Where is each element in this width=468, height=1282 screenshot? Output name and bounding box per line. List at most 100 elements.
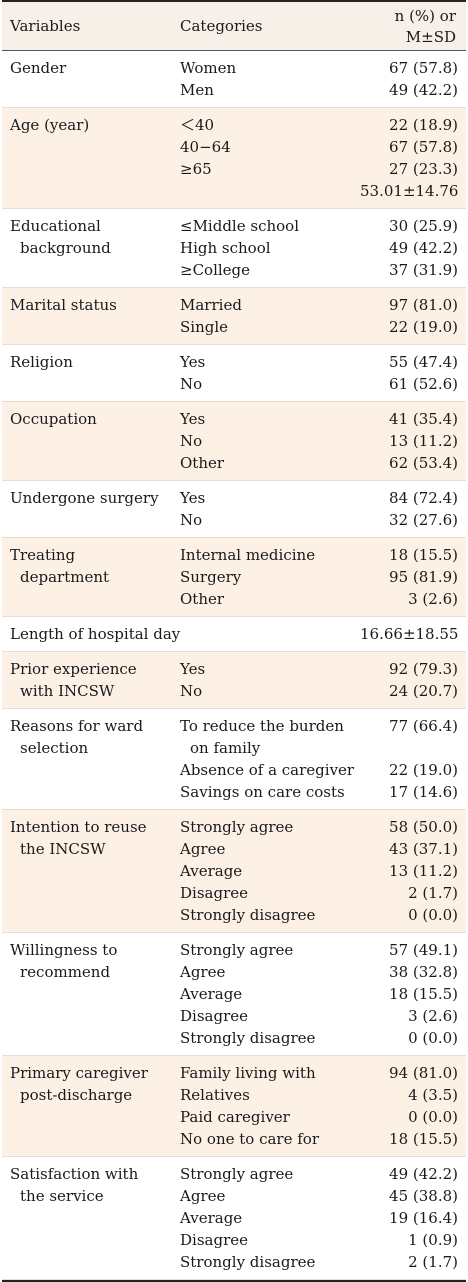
variable-label: selection xyxy=(20,739,89,757)
table-row: Primary caregiver post-discharge Family li… xyxy=(2,1056,466,1157)
category-label: To reduce the burden xyxy=(180,717,344,735)
table-header: Variables Categories n (%) or M±SD xyxy=(2,2,466,51)
table-row: Length of hospital day 16.66±18.55 xyxy=(2,617,466,652)
table-row: Religion Yes No 55 (47.4) 61 (52.6) xyxy=(2,345,466,402)
header-stat-line1: n (%) or xyxy=(394,7,456,25)
category-label: ≤Middle school xyxy=(180,217,299,235)
category-label: Disagree xyxy=(180,1231,248,1249)
variable-label: Marital status xyxy=(10,296,117,314)
category-label: Average xyxy=(180,1209,243,1227)
value-label: 3 (2.6) xyxy=(408,590,458,608)
category-label: Women xyxy=(180,59,237,77)
value-label: 30 (25.9) xyxy=(389,217,458,235)
category-label: Strongly agree xyxy=(180,1165,294,1183)
category-label: High school xyxy=(180,239,271,257)
value-label: 38 (32.8) xyxy=(389,963,458,981)
value-cell: 16.66±18.55 xyxy=(360,623,466,645)
category-cell: Family living with Relatives Paid caregive… xyxy=(170,1062,360,1150)
category-label: Relatives xyxy=(180,1086,250,1104)
category-label: Strongly disagree xyxy=(180,1029,316,1047)
variable-label: background xyxy=(20,239,111,257)
value-cell: 18 (15.5) 95 (81.9) 3 (2.6) xyxy=(360,544,466,610)
category-label: Agree xyxy=(180,1187,226,1205)
value-cell: 58 (50.0) 43 (37.1) 13 (11.2) 2 (1.7) 0 (0.0… xyxy=(360,816,466,926)
variable-cell: Undergone surgery xyxy=(2,487,170,531)
table-body: Gender Women Men 67 (57.8) 49 (42.2) Age (yea… xyxy=(2,51,466,1280)
category-label: Men xyxy=(180,81,214,99)
variable-label: Reasons for ward xyxy=(10,717,144,735)
value-label: 13 (11.2) xyxy=(389,862,458,880)
category-cell: Yes No Other xyxy=(170,408,360,474)
value-label: 2 (1.7) xyxy=(408,1253,458,1271)
category-label: Average xyxy=(180,985,243,1003)
category-label: Disagree xyxy=(180,884,248,902)
header-stat: n (%) or M±SD xyxy=(360,2,466,50)
variable-label: Treating xyxy=(10,546,76,564)
value-label: 17 (14.6) xyxy=(389,783,458,801)
variable-label: Religion xyxy=(10,353,73,371)
category-label: ＜40 xyxy=(180,116,215,134)
value-label: 32 (27.6) xyxy=(389,511,458,529)
variable-cell: Prior experience with INCSW xyxy=(2,658,170,702)
value-label: 22 (19.0) xyxy=(389,318,458,336)
category-cell: To reduce the burden on family Absence of … xyxy=(170,715,360,803)
category-label: Family living with xyxy=(180,1064,316,1082)
variable-cell: Educational background xyxy=(2,215,170,281)
table-row: Prior experience with INCSW Yes No 92 (79.3)… xyxy=(2,652,466,709)
variable-label: Primary caregiver xyxy=(10,1064,148,1082)
value-label: 18 (15.5) xyxy=(389,985,458,1003)
value-label: 3 (2.6) xyxy=(408,1007,458,1025)
variable-cell: Satisfaction with the service xyxy=(2,1163,170,1273)
variable-cell: Reasons for ward selection xyxy=(2,715,170,803)
variable-label: Intention to reuse xyxy=(10,818,147,836)
value-label: 49 (42.2) xyxy=(389,239,458,257)
value-cell: 30 (25.9) 49 (42.2) 37 (31.9) xyxy=(360,215,466,281)
variable-cell: Willingness to recommend xyxy=(2,939,170,1049)
category-label: Agree xyxy=(180,963,226,981)
table-row: Age (year) ＜40 40−64 ≥65 22 (18.9) 67 (57.8)… xyxy=(2,108,466,209)
header-stat-line2: M±SD xyxy=(405,28,456,46)
category-cell: Yes No xyxy=(170,487,360,531)
value-label: 62 (53.4) xyxy=(389,454,458,472)
table-row: Occupation Yes No Other 41 (35.4) 13 (11.2) 62… xyxy=(2,402,466,481)
category-label: No xyxy=(180,375,203,393)
variable-cell: Religion xyxy=(2,351,170,395)
variable-cell: Intention to reuse the INCSW xyxy=(2,816,170,926)
value-label: 97 (81.0) xyxy=(389,296,458,314)
value-label: 57 (49.1) xyxy=(389,941,458,959)
value-label: 53.01±14.76 xyxy=(360,182,459,200)
value-cell: 22 (18.9) 67 (57.8) 27 (23.3) 53.01±14.76 xyxy=(360,114,466,202)
category-label: Yes xyxy=(180,660,206,678)
table-row: Intention to reuse the INCSW Strongly agre… xyxy=(2,810,466,933)
value-label: 49 (42.2) xyxy=(389,81,458,99)
category-label: No one to care for xyxy=(180,1130,319,1148)
variable-label: Occupation xyxy=(10,410,97,428)
category-label: Average xyxy=(180,862,243,880)
value-label: 22 (18.9) xyxy=(389,116,458,134)
variable-label: Undergone surgery xyxy=(10,489,159,507)
value-cell: 92 (79.3) 24 (20.7) xyxy=(360,658,466,702)
category-cell: Yes No xyxy=(170,658,360,702)
category-label: Agree xyxy=(180,840,226,858)
category-label: Surgery xyxy=(180,568,242,586)
variable-label: the INCSW xyxy=(20,840,106,858)
category-label: Strongly agree xyxy=(180,941,294,959)
category-cell: Strongly agree Agree Average Disagree Strong… xyxy=(170,816,360,926)
value-label xyxy=(360,737,458,759)
variable-label: department xyxy=(20,568,110,586)
value-label: 92 (79.3) xyxy=(389,660,458,678)
variable-label: Satisfaction with xyxy=(10,1165,139,1183)
category-cell: ＜40 40−64 ≥65 xyxy=(170,114,360,202)
category-label: Other xyxy=(180,454,225,472)
category-cell: ≤Middle school High school ≥College xyxy=(170,215,360,281)
table-row: Reasons for ward selection To reduce the b… xyxy=(2,709,466,810)
value-label: 67 (57.8) xyxy=(389,138,458,156)
value-label: 58 (50.0) xyxy=(389,818,458,836)
category-cell: Strongly agree Agree Average Disagree Strong… xyxy=(170,1163,360,1273)
variable-label: post-discharge xyxy=(20,1086,133,1104)
category-label: Strongly disagree xyxy=(180,1253,316,1271)
value-label: 1 (0.9) xyxy=(408,1231,458,1249)
value-label: 0 (0.0) xyxy=(408,1108,458,1126)
variable-label: Educational xyxy=(10,217,101,235)
